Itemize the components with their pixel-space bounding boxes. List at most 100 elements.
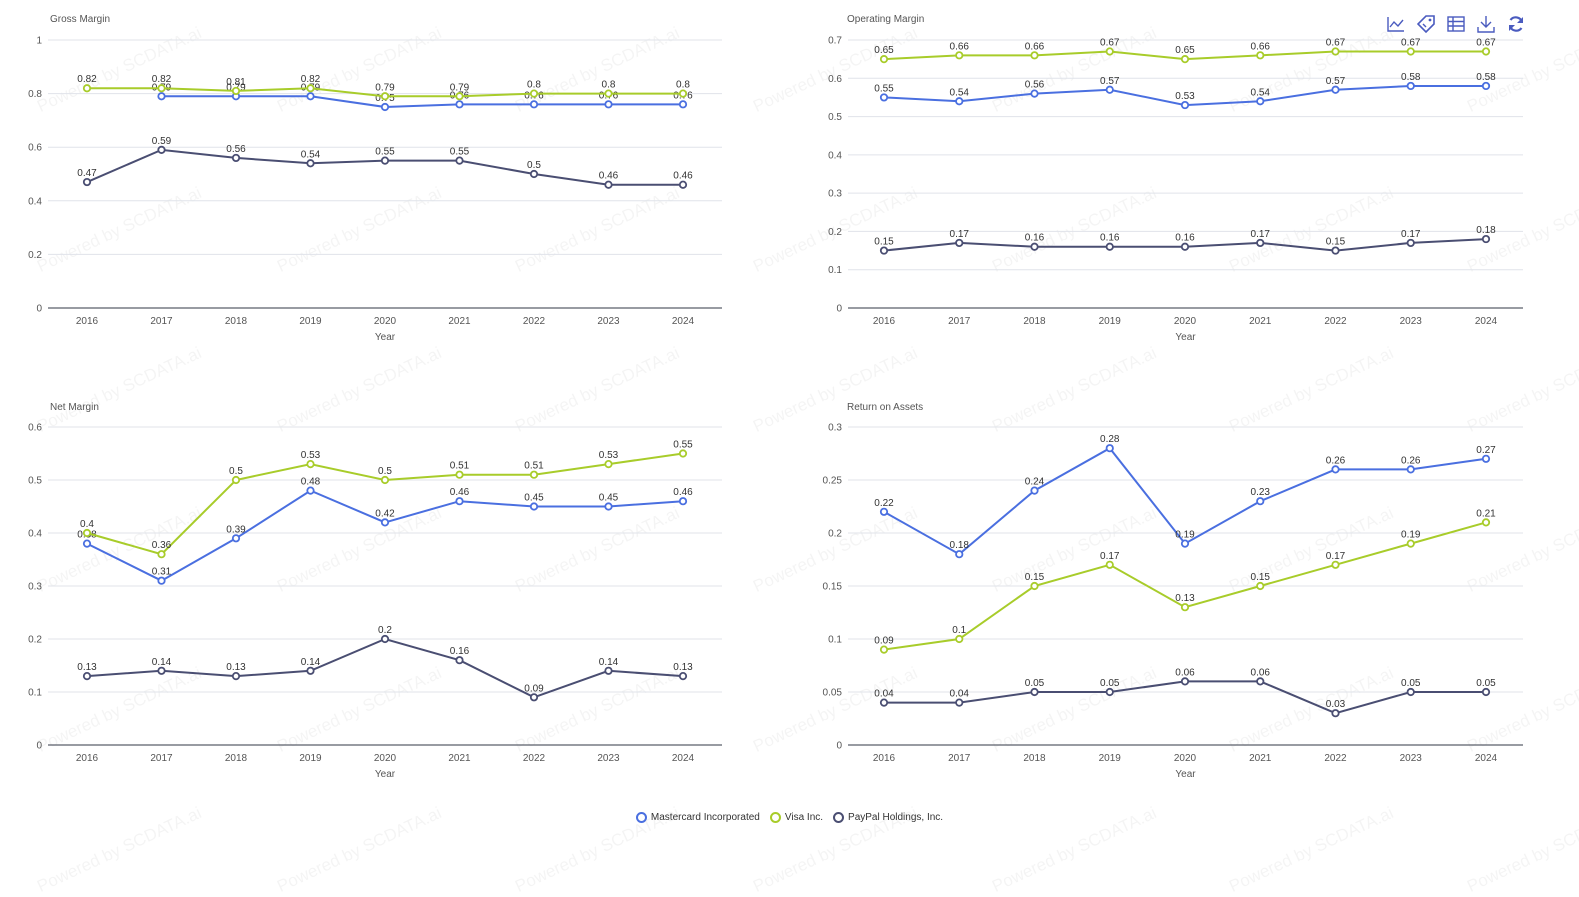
data-point — [678, 671, 688, 681]
data-label: 0.55 — [874, 83, 894, 94]
data-point — [455, 156, 464, 165]
data-point — [306, 159, 315, 168]
x-tick-label: 2024 — [1475, 316, 1498, 327]
series-mastercard-incorporated: 0.55 0.54 0.56 0.57 0.53 0.54 0.57 0.58 0.58 — [874, 72, 1496, 110]
y-tick-label: 0.15 — [823, 582, 843, 593]
data-point — [1406, 81, 1415, 91]
x-tick-label: 2019 — [1099, 316, 1122, 327]
data-point — [1180, 242, 1190, 251]
x-tick-label: 2019 — [299, 753, 322, 764]
y-tick-label: 0.3 — [28, 582, 42, 593]
data-point — [1105, 85, 1114, 94]
y-tick-label: 0.6 — [828, 74, 842, 85]
data-point — [1030, 581, 1039, 591]
data-point — [82, 539, 92, 548]
y-tick-label: 0 — [836, 741, 842, 752]
data-label: 0.66 — [1025, 41, 1045, 52]
x-tick-label: 2017 — [948, 316, 971, 327]
chart-panel-return-on-assets: Return on Assets 0 0.05 0.1 0.15 0.2 0.25 0.3 20… — [823, 402, 1523, 780]
tag-tool[interactable] — [1416, 14, 1436, 34]
data-point — [231, 534, 241, 543]
x-tick-label: 2018 — [1023, 753, 1046, 764]
y-tick-label: 0.25 — [823, 476, 843, 487]
y-tick-label: 0 — [836, 304, 842, 315]
legend-marker-icon — [769, 812, 781, 823]
series-paypal-holdings-inc: 0.13 0.14 0.13 0.14 0.2 0.16 0.09 0.14 0.13 — [77, 625, 693, 702]
data-label: 0.24 — [1025, 477, 1045, 488]
series-line — [86, 637, 684, 699]
data-label: 0.15 — [1326, 237, 1346, 248]
download-tool[interactable] — [1476, 14, 1496, 34]
data-point — [955, 550, 964, 559]
y-tick-label: 0.4 — [28, 196, 42, 207]
data-label: 0.13 — [673, 662, 693, 673]
data-label: 0.09 — [524, 683, 544, 694]
series-line — [884, 680, 1486, 715]
data-label: 0.05 — [1401, 678, 1421, 689]
data-point — [455, 497, 464, 506]
data-point — [380, 518, 390, 527]
data-point — [1180, 55, 1190, 64]
data-point — [1256, 51, 1265, 60]
data-point — [306, 84, 315, 93]
data-label: 0.67 — [1326, 37, 1346, 48]
data-point — [955, 634, 964, 644]
data-point — [678, 497, 688, 506]
data-label: 0.82 — [152, 74, 172, 85]
data-point — [1481, 47, 1491, 56]
data-point — [604, 89, 613, 98]
data-label: 0.47 — [77, 168, 97, 179]
data-point — [380, 634, 390, 644]
data-point — [1105, 560, 1114, 569]
legend-item-visa[interactable]: Visa Inc. — [769, 812, 823, 823]
data-label: 0.65 — [1175, 45, 1195, 56]
series-visa-inc: 0.4 0.36 0.5 0.53 0.5 0.51 0.51 0.53 0.55 — [80, 440, 693, 559]
data-label: 0.39 — [226, 524, 246, 535]
x-tick-label: 2016 — [873, 753, 896, 764]
refresh-tool[interactable] — [1506, 14, 1526, 34]
y-tick-label: 0.1 — [828, 635, 842, 646]
data-label: 0.16 — [1025, 233, 1045, 244]
data-label: 0.42 — [375, 508, 395, 519]
y-tick-label: 0.4 — [28, 529, 42, 540]
x-axis-title: Year — [1175, 769, 1196, 780]
data-label: 0.05 — [1100, 678, 1120, 689]
data-point — [1030, 89, 1039, 98]
data-point — [1331, 465, 1340, 474]
data-point — [529, 169, 539, 179]
data-label: 0.19 — [1401, 530, 1421, 541]
x-tick-label: 2017 — [150, 753, 173, 764]
data-point — [1105, 687, 1114, 697]
data-label: 0.2 — [378, 625, 392, 636]
data-label: 0.48 — [301, 477, 321, 488]
y-tick-label: 0.3 — [828, 423, 842, 434]
data-label: 0.57 — [1100, 76, 1120, 87]
data-point — [1030, 687, 1039, 697]
legend-item-paypal[interactable]: PayPal Holdings, Inc. — [833, 812, 943, 823]
data-point — [82, 84, 92, 93]
data-point — [604, 666, 613, 675]
x-tick-label: 2018 — [225, 753, 248, 764]
data-point — [1406, 238, 1415, 248]
data-point — [529, 502, 539, 511]
data-point — [955, 97, 964, 106]
legend-item-mastercard[interactable]: Mastercard Incorporated — [635, 812, 760, 823]
y-tick-label: 0.1 — [28, 688, 42, 699]
y-tick-label: 0.2 — [28, 250, 42, 261]
line-chart-tool[interactable] — [1386, 14, 1406, 34]
data-label: 0.8 — [602, 80, 616, 91]
data-point — [1406, 47, 1415, 56]
data-label: 0.05 — [1476, 678, 1496, 689]
data-point — [879, 507, 889, 516]
x-tick-label: 2024 — [672, 753, 695, 764]
data-label: 0.46 — [599, 171, 619, 182]
data-point — [82, 671, 92, 681]
data-label: 0.57 — [1326, 76, 1346, 87]
data-point — [1030, 51, 1039, 60]
legend-label: Mastercard Incorporated — [650, 812, 760, 823]
series-line — [161, 95, 683, 109]
data-point — [678, 449, 688, 458]
data-view-tool[interactable] — [1446, 14, 1466, 34]
data-label: 0.59 — [152, 136, 172, 147]
data-label: 0.1 — [952, 625, 966, 636]
